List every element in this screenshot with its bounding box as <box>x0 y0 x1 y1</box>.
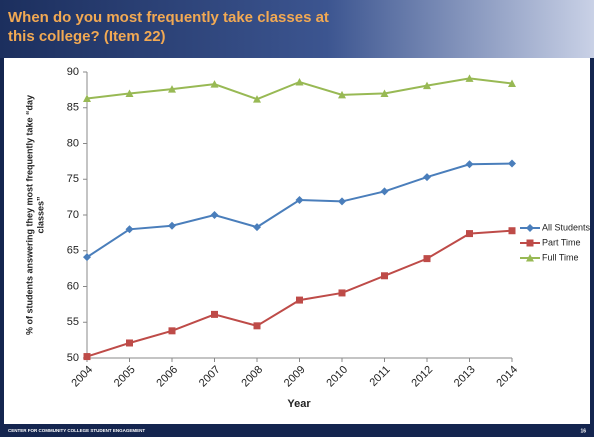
y-tick-label: 70 <box>67 209 79 221</box>
marker <box>253 322 261 330</box>
marker <box>508 227 516 235</box>
marker <box>253 95 261 103</box>
marker <box>83 253 91 262</box>
marker <box>423 255 431 263</box>
y-tick-label: 65 <box>67 245 79 257</box>
y-tick-label: 90 <box>67 66 79 78</box>
legend-marker <box>526 239 534 247</box>
marker <box>125 225 134 234</box>
marker <box>338 289 346 297</box>
marker <box>338 90 346 99</box>
footer: CENTER FOR COMMUNITY COLLEGE STUDENT ENG… <box>8 428 145 433</box>
marker <box>83 353 91 361</box>
y-tick-label: 85 <box>67 102 79 114</box>
marker <box>168 85 176 93</box>
marker <box>210 211 219 219</box>
marker <box>465 160 474 169</box>
legend-label: Part Time <box>542 237 581 247</box>
marker <box>211 310 218 318</box>
marker <box>465 74 474 82</box>
marker <box>423 81 431 90</box>
marker <box>380 89 389 97</box>
content-area <box>4 58 590 424</box>
y-tick-label: 60 <box>67 280 79 292</box>
marker <box>338 197 346 206</box>
slide-title: When do you most frequently take classes… <box>8 9 329 26</box>
y-tick-label: 80 <box>67 137 79 149</box>
header <box>0 0 594 58</box>
marker <box>295 195 304 204</box>
marker <box>210 80 219 88</box>
y-axis-label: classes” <box>35 196 45 233</box>
marker <box>126 339 133 347</box>
marker <box>168 327 176 335</box>
y-tick-label: 50 <box>67 352 79 364</box>
y-tick-label: 75 <box>67 173 79 185</box>
page-number: 16 <box>580 428 586 434</box>
y-tick-label: 55 <box>67 316 79 328</box>
marker <box>466 230 473 238</box>
legend-label: Full Time <box>542 252 579 262</box>
marker <box>168 221 176 230</box>
y-axis-label: % of students answering they most freque… <box>24 95 34 335</box>
x-axis-label: Year <box>287 398 311 410</box>
marker <box>253 223 261 232</box>
marker <box>83 94 91 102</box>
marker <box>508 159 516 168</box>
legend-marker <box>526 254 534 262</box>
marker <box>125 89 134 97</box>
marker <box>295 78 304 86</box>
marker <box>380 187 389 196</box>
legend-marker <box>526 224 534 232</box>
marker <box>381 272 388 280</box>
marker <box>423 173 431 182</box>
slide-title: this college? (Item 22) <box>8 28 166 45</box>
marker <box>508 79 516 87</box>
legend-label: All Students <box>542 222 591 232</box>
marker <box>296 296 303 304</box>
